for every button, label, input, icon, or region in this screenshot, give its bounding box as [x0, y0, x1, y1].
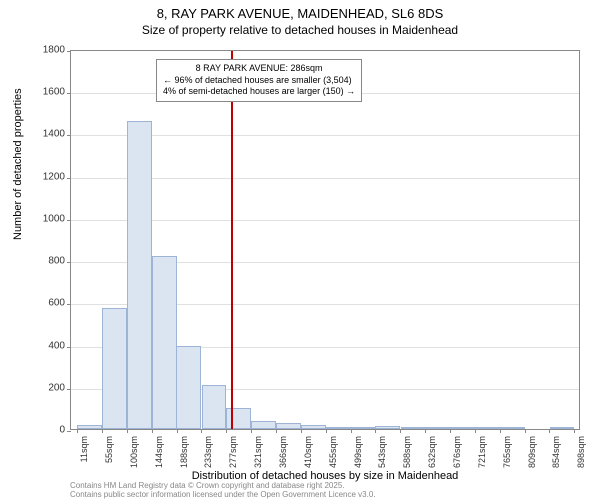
annotation-title: 8 RAY PARK AVENUE: 286sqm [163, 63, 355, 75]
xtick-mark [525, 429, 526, 433]
y-axis-label: Number of detached properties [12, 88, 24, 240]
chart-title: 8, RAY PARK AVENUE, MAIDENHEAD, SL6 8DS [0, 0, 600, 21]
xtick-mark [77, 429, 78, 433]
xtick-label: 188sqm [179, 436, 189, 468]
ytick-label: 1600 [43, 87, 65, 98]
ytick-mark [67, 93, 71, 94]
xtick-mark [152, 429, 153, 433]
histogram-bar [202, 385, 227, 429]
ytick-label: 1400 [43, 129, 65, 140]
histogram-bar [450, 427, 475, 429]
xtick-label: 144sqm [154, 436, 164, 468]
plot-area: 8 RAY PARK AVENUE: 286sqm ← 96% of detac… [70, 50, 580, 430]
xtick-mark [375, 429, 376, 433]
annotation-box: 8 RAY PARK AVENUE: 286sqm ← 96% of detac… [156, 59, 362, 102]
xtick-label: 632sqm [427, 436, 437, 468]
xtick-label: 809sqm [527, 436, 537, 468]
histogram-bar [226, 408, 251, 429]
histogram-bar [276, 423, 301, 429]
xtick-label: 676sqm [452, 436, 462, 468]
footer-attribution: Contains HM Land Registry data © Crown c… [70, 481, 376, 499]
xtick-label: 543sqm [377, 436, 387, 468]
xtick-mark [226, 429, 227, 433]
xtick-mark [475, 429, 476, 433]
xtick-label: 410sqm [303, 436, 313, 468]
histogram-bar [127, 121, 152, 429]
ytick-mark [67, 51, 71, 52]
chart-container: 8, RAY PARK AVENUE, MAIDENHEAD, SL6 8DS … [0, 0, 600, 500]
annotation-line-smaller: ← 96% of detached houses are smaller (3,… [163, 75, 355, 87]
xtick-mark [549, 429, 550, 433]
footer-line-2: Contains public sector information licen… [70, 490, 376, 499]
xtick-label: 765sqm [502, 436, 512, 468]
annotation-line-larger: 4% of semi-detached houses are larger (1… [163, 86, 355, 98]
histogram-bar [500, 427, 525, 429]
ytick-mark [67, 178, 71, 179]
ytick-label: 400 [48, 340, 65, 351]
xtick-label: 721sqm [477, 436, 487, 468]
xtick-mark [574, 429, 575, 433]
ytick-label: 800 [48, 256, 65, 267]
histogram-bar [301, 425, 326, 429]
ytick-label: 600 [48, 298, 65, 309]
xtick-mark [251, 429, 252, 433]
xtick-mark [425, 429, 426, 433]
xtick-label: 588sqm [402, 436, 412, 468]
histogram-bar [401, 427, 426, 429]
xtick-mark [326, 429, 327, 433]
ytick-label: 200 [48, 382, 65, 393]
xtick-mark [301, 429, 302, 433]
ytick-mark [67, 347, 71, 348]
reference-line [231, 51, 233, 429]
xtick-label: 854sqm [551, 436, 561, 468]
histogram-bar [251, 421, 276, 429]
histogram-bar [176, 346, 201, 429]
xtick-mark [102, 429, 103, 433]
histogram-bar [425, 427, 450, 429]
xtick-mark [127, 429, 128, 433]
xtick-label: 321sqm [253, 436, 263, 468]
xtick-mark [450, 429, 451, 433]
histogram-bar [152, 256, 177, 429]
xtick-label: 455sqm [328, 436, 338, 468]
xtick-label: 277sqm [228, 436, 238, 468]
xtick-label: 233sqm [203, 436, 213, 468]
footer-line-1: Contains HM Land Registry data © Crown c… [70, 481, 376, 490]
ytick-mark [67, 262, 71, 263]
xtick-mark [276, 429, 277, 433]
xtick-label: 499sqm [353, 436, 363, 468]
xtick-mark [177, 429, 178, 433]
ytick-mark [67, 431, 71, 432]
histogram-bar [102, 308, 127, 429]
histogram-bar [475, 427, 500, 429]
ytick-label: 1000 [43, 213, 65, 224]
xtick-label: 898sqm [576, 436, 586, 468]
xtick-label: 55sqm [104, 436, 114, 463]
histogram-bar [77, 425, 102, 429]
histogram-bar [326, 427, 351, 429]
histogram-bar [550, 427, 575, 429]
xtick-label: 11sqm [79, 436, 89, 462]
xtick-mark [500, 429, 501, 433]
ytick-mark [67, 220, 71, 221]
ytick-label: 1200 [43, 171, 65, 182]
xtick-mark [400, 429, 401, 433]
histogram-bar [351, 427, 376, 429]
histogram-bar [375, 426, 400, 429]
xtick-label: 100sqm [129, 436, 139, 468]
xtick-label: 366sqm [278, 436, 288, 468]
ytick-mark [67, 389, 71, 390]
chart-subtitle: Size of property relative to detached ho… [0, 21, 600, 37]
ytick-label: 1800 [43, 45, 65, 56]
ytick-mark [67, 304, 71, 305]
xtick-mark [351, 429, 352, 433]
ytick-mark [67, 135, 71, 136]
ytick-label: 0 [59, 425, 65, 436]
xtick-mark [201, 429, 202, 433]
